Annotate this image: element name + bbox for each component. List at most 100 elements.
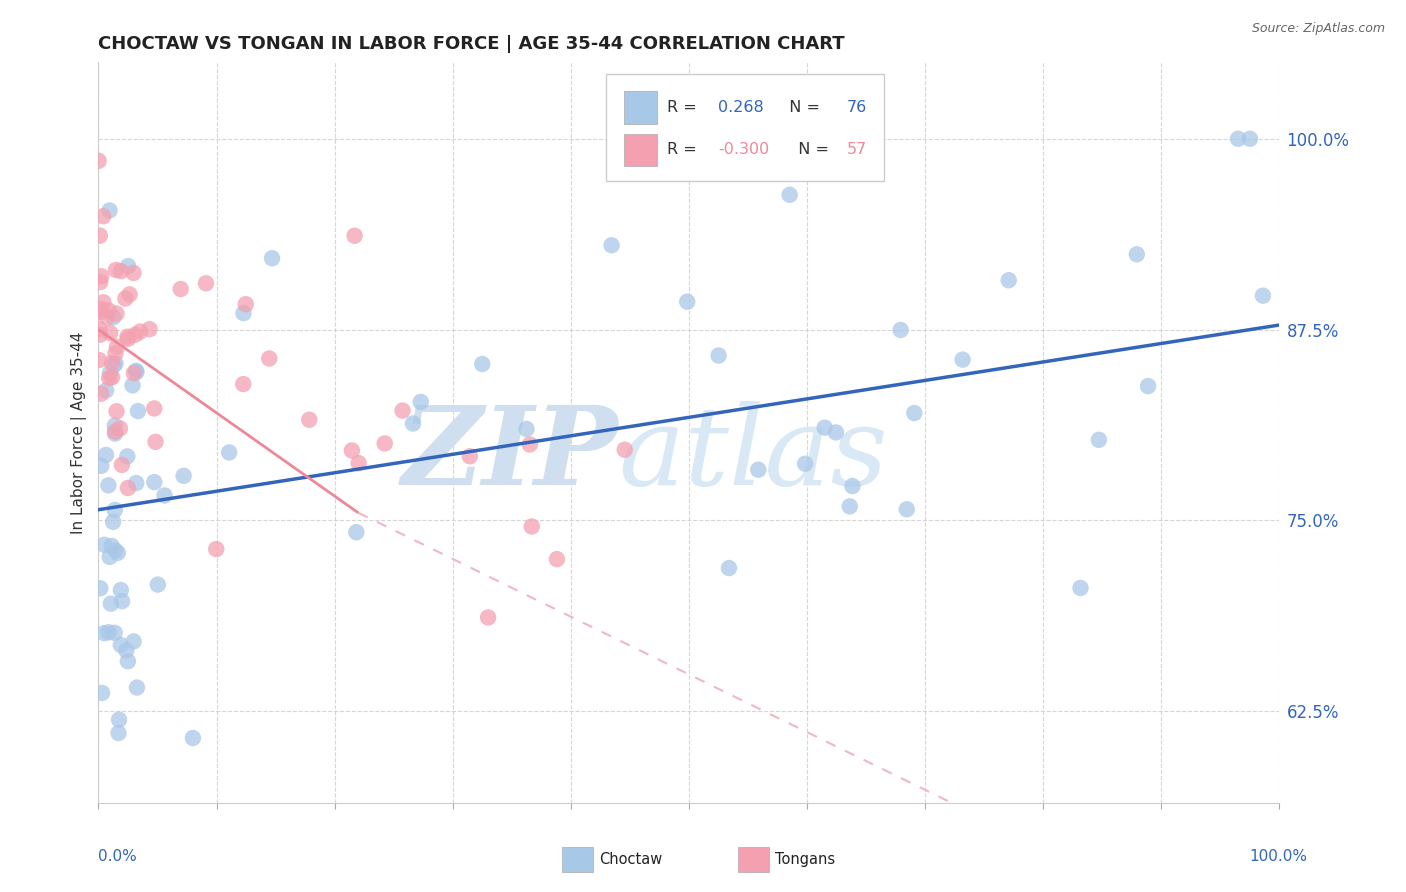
Point <box>93 538 115 552</box>
Point <box>91 686 114 700</box>
Y-axis label: In Labor Force | Age 35-44: In Labor Force | Age 35-44 <box>72 332 87 533</box>
Point <box>260 251 283 265</box>
Point <box>122 634 145 648</box>
Point <box>117 654 139 668</box>
Point <box>181 731 204 745</box>
Point <box>127 404 149 418</box>
Point <box>1088 433 1111 447</box>
Point <box>107 726 129 740</box>
Bar <box>624 134 657 166</box>
Point <box>1070 581 1092 595</box>
Point <box>890 323 912 337</box>
Point <box>101 515 124 529</box>
Text: atlas: atlas <box>619 401 887 508</box>
Point <box>104 503 127 517</box>
Point <box>108 713 131 727</box>
Point <box>477 610 499 624</box>
Text: -0.300: -0.300 <box>718 143 769 157</box>
Point <box>138 322 160 336</box>
Point <box>546 552 568 566</box>
Point <box>100 597 122 611</box>
Point <box>96 310 118 325</box>
Point <box>104 346 127 360</box>
Point <box>98 326 121 340</box>
Point <box>89 275 111 289</box>
Point <box>87 353 110 368</box>
Point <box>298 413 321 427</box>
Point <box>104 356 127 370</box>
Point <box>91 295 114 310</box>
Text: 0.268: 0.268 <box>718 100 765 115</box>
Point <box>779 187 801 202</box>
Point <box>105 340 128 354</box>
Point <box>125 364 148 378</box>
Point <box>110 264 132 278</box>
Point <box>347 456 370 470</box>
Point <box>98 549 121 564</box>
Point <box>794 457 817 471</box>
Point <box>374 436 396 450</box>
Point <box>402 417 425 431</box>
Text: Choctaw: Choctaw <box>599 853 662 867</box>
Point <box>91 209 114 223</box>
Point <box>101 356 124 370</box>
Point <box>717 561 740 575</box>
Point <box>1227 132 1250 146</box>
Point <box>676 294 699 309</box>
Point <box>458 450 481 464</box>
Point <box>257 351 280 366</box>
Point <box>1251 288 1274 302</box>
Point <box>235 297 257 311</box>
Point <box>90 301 112 316</box>
FancyBboxPatch shape <box>606 73 884 181</box>
Text: CHOCTAW VS TONGAN IN LABOR FORCE | AGE 35-44 CORRELATION CHART: CHOCTAW VS TONGAN IN LABOR FORCE | AGE 3… <box>98 35 845 53</box>
Point <box>232 377 254 392</box>
Text: 76: 76 <box>848 100 868 115</box>
Text: Tongans: Tongans <box>775 853 835 867</box>
Point <box>87 322 110 336</box>
Point <box>103 358 125 372</box>
Point <box>1239 132 1261 146</box>
Point <box>194 277 217 291</box>
Bar <box>624 91 657 124</box>
Text: R =: R = <box>666 100 702 115</box>
Point <box>340 443 363 458</box>
Point <box>814 420 837 434</box>
Point <box>108 421 131 435</box>
Point <box>114 292 136 306</box>
Point <box>125 681 148 695</box>
Point <box>117 259 139 273</box>
Point <box>111 458 134 472</box>
Point <box>146 577 169 591</box>
Point <box>344 525 367 540</box>
Point <box>122 366 145 380</box>
Point <box>104 543 127 558</box>
Point <box>105 404 128 418</box>
Point <box>903 406 925 420</box>
Point <box>98 366 121 380</box>
Point <box>520 519 543 533</box>
Point <box>104 426 127 441</box>
Point <box>145 434 167 449</box>
Text: N =: N = <box>779 100 825 115</box>
Point <box>98 203 121 218</box>
Point <box>515 422 537 436</box>
Point <box>997 273 1019 287</box>
Point <box>838 500 860 514</box>
Point <box>169 282 191 296</box>
Point <box>391 403 413 417</box>
Point <box>117 330 139 344</box>
Point <box>519 437 541 451</box>
Point <box>613 442 636 457</box>
Point <box>600 238 623 252</box>
Point <box>107 546 129 560</box>
Point <box>111 594 134 608</box>
Point <box>841 479 863 493</box>
Point <box>103 310 125 325</box>
Point <box>93 626 115 640</box>
Point <box>153 488 176 502</box>
Point <box>90 386 112 401</box>
Point <box>110 638 132 652</box>
Point <box>89 327 111 342</box>
Point <box>94 448 117 462</box>
